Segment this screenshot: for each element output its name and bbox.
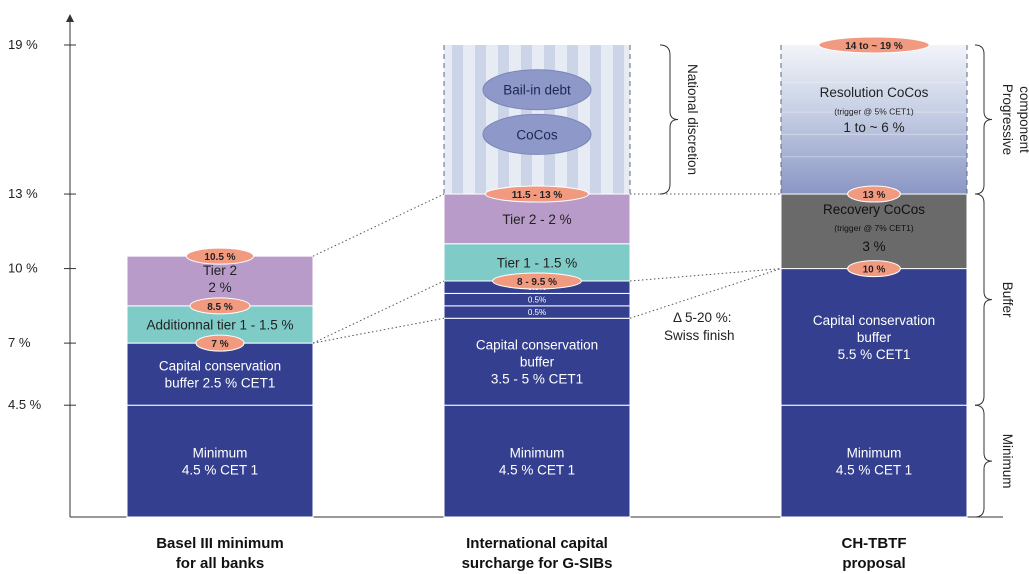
segment-label: Capital conservation	[813, 313, 935, 328]
bar-segment	[780, 404, 968, 518]
threshold-marker	[484, 185, 590, 203]
threshold-marker	[189, 297, 251, 315]
ellipse-badge	[482, 69, 592, 111]
segment-label: 2 %	[208, 280, 231, 295]
threshold-marker-label: 7 %	[211, 339, 228, 350]
right-brace	[974, 404, 993, 518]
threshold-markers: 10.5 % 8.5 % 7 % 11.5 - 13 % 8 - 9.5 % 14 to …	[185, 36, 930, 352]
threshold-marker-label: 11.5 - 13 %	[512, 190, 563, 201]
brace-label: Progressive	[1000, 84, 1015, 155]
brace-label: Buffer	[1000, 282, 1015, 318]
segment-label: 4.5 % CET 1	[836, 463, 912, 478]
threshold-marker-label: 13 %	[863, 190, 886, 201]
segment-label: Tier 2 - 2 %	[502, 212, 571, 227]
category-labels: Basel III minimum for all banks Internatio…	[156, 535, 906, 572]
threshold-marker-label: 10.5 %	[204, 252, 235, 263]
stripe	[613, 45, 624, 195]
segment-label: 3.5 - 5 % CET1	[491, 372, 583, 387]
connector-lines: Δ 5-20 %: Swiss finish	[312, 193, 782, 344]
segment-label: Minimum	[193, 446, 248, 461]
stripe	[475, 45, 486, 195]
category-label: CH-TBTF	[842, 535, 907, 552]
connector-line	[629, 268, 782, 282]
connector-line	[312, 317, 445, 344]
segment-label: Minimum	[510, 446, 565, 461]
bar-segment	[780, 268, 968, 406]
connector-line	[312, 280, 445, 344]
segment-label: 3 %	[862, 239, 885, 254]
threshold-marker-label: 8 - 9.5 %	[517, 277, 557, 288]
segment-label: Capital conservation	[159, 359, 281, 374]
segment-label: 4.5 % CET 1	[182, 463, 258, 478]
resolution-cocos-range: 1 to ~ 6 %	[843, 120, 904, 135]
right-brace	[974, 193, 993, 406]
threshold-marker-label: 10 %	[863, 265, 886, 276]
brace-label: Minimum	[1000, 434, 1015, 489]
category-label: International capital	[466, 535, 608, 552]
segment-label: Minimum	[847, 446, 902, 461]
ellipse-badge	[482, 113, 592, 155]
category-label: proposal	[842, 555, 905, 572]
bar-segment	[126, 404, 314, 518]
y-tick-label: 13 %	[8, 186, 38, 201]
stripe	[590, 45, 601, 195]
threshold-marker	[847, 260, 901, 278]
ellipse-label: CoCos	[516, 127, 558, 142]
resolution-cocos-trigger: (trigger @ 5% CET1)	[834, 107, 914, 117]
y-tick-label: 4.5 %	[8, 397, 42, 412]
threshold-marker	[847, 185, 901, 203]
brace-label: component	[1017, 86, 1029, 153]
segment-label: (trigger @ 7% CET1)	[834, 223, 914, 233]
national-discretion-label: National discretion	[685, 64, 700, 175]
swiss-finish-label: Swiss finish	[664, 328, 735, 343]
y-tick-label: 19 %	[8, 37, 38, 52]
threshold-marker	[818, 36, 930, 54]
braces: National discretion Progressive component B…	[659, 44, 1029, 518]
segment-label: 0.5%	[528, 308, 546, 317]
right-brace	[974, 44, 993, 195]
threshold-marker-label: 14 to ~ 19 %	[845, 41, 903, 52]
bar-segment	[126, 342, 314, 406]
y-tick-label: 7 %	[8, 335, 31, 350]
threshold-marker	[185, 247, 255, 265]
segment-label: buffer 2.5 % CET1	[165, 376, 276, 391]
category-label: for all banks	[176, 555, 264, 572]
swiss-finish-label: Δ 5-20 %:	[673, 310, 732, 325]
dashed-outline	[780, 45, 968, 195]
threshold-marker-label: 8.5 %	[207, 302, 233, 313]
category-label: Basel III minimum	[156, 535, 284, 552]
bar-segment	[443, 404, 631, 518]
national-discretion-brace	[659, 44, 679, 195]
ellipse-label: Bail-in debt	[503, 83, 571, 98]
threshold-marker	[492, 272, 582, 290]
category-label: surcharge for G-SIBs	[462, 555, 613, 572]
connector-line	[629, 268, 782, 319]
resolution-cocos-title: Resolution CoCos	[820, 85, 929, 100]
segment-label: buffer	[857, 330, 892, 345]
dashed-outline	[443, 45, 631, 195]
segment-label: 4.5 % CET 1	[499, 463, 575, 478]
stripe	[452, 45, 463, 195]
y-axis-arrow	[66, 14, 74, 22]
segment-label: buffer	[520, 355, 555, 370]
segment-label: Tier 1 - 1.5 %	[497, 255, 578, 270]
threshold-marker	[195, 334, 245, 352]
segment-label: Capital conservation	[476, 338, 598, 353]
segment-label: Additionnal tier 1 - 1.5 %	[146, 317, 293, 332]
bars: Resolution CoCos (trigger @ 5% CET1) 1 to …	[126, 45, 968, 518]
resolution-cocos-segment	[781, 45, 967, 195]
connector-line	[312, 193, 445, 257]
segment-label: Recovery CoCos	[823, 202, 925, 217]
segment-label: 5.5 % CET1	[838, 347, 911, 362]
segment-label: Tier 2	[203, 263, 237, 278]
y-tick-label: 10 %	[8, 261, 38, 276]
segment-label: 0.5%	[528, 296, 546, 305]
